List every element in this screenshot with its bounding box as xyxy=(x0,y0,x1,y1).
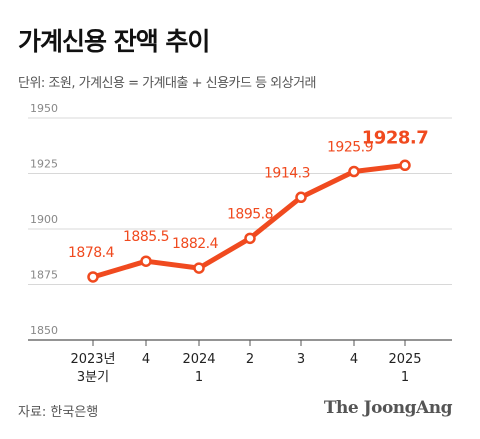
x-tick-label: 3분기 xyxy=(77,370,109,385)
data-label: 1914.3 xyxy=(264,165,310,181)
y-tick-label: 1950 xyxy=(30,102,58,115)
x-tick-label: 1 xyxy=(195,370,203,385)
data-point xyxy=(295,191,307,204)
x-tick-label: 2023년 xyxy=(70,352,115,367)
data-label: 1895.8 xyxy=(227,206,273,222)
y-tick-label: 1900 xyxy=(30,213,58,226)
source-note: 자료: 한국은행 xyxy=(18,405,99,420)
data-label: 1885.5 xyxy=(123,229,169,245)
x-tick-label: 4 xyxy=(350,352,358,367)
data-label: 1878.4 xyxy=(68,245,115,261)
data-label: 1925.9 xyxy=(327,140,373,156)
x-tick-label: 1 xyxy=(401,370,409,385)
data-label: 1882.4 xyxy=(172,236,219,252)
data-point xyxy=(193,262,205,274)
x-tick-label: 2025 xyxy=(388,352,421,367)
chart-title: 가계신용 잔액 추이 xyxy=(18,27,210,56)
data-point xyxy=(87,271,99,283)
x-tick-label: 3 xyxy=(297,352,305,367)
data-point xyxy=(140,255,152,267)
y-tick-label: 1925 xyxy=(30,158,58,171)
x-tick-label: 4 xyxy=(142,352,150,367)
x-tick-label: 2024 xyxy=(182,352,215,367)
x-tick-label: 2 xyxy=(246,352,254,367)
data-point xyxy=(399,159,411,172)
y-tick-label: 1875 xyxy=(30,269,58,282)
publisher-logo: The JoongAng xyxy=(323,398,453,418)
y-tick-label: 1850 xyxy=(30,324,58,337)
data-point xyxy=(244,232,256,245)
data-label: 1928.7 xyxy=(362,127,428,148)
data-point xyxy=(348,165,360,178)
chart-subtitle: 단위: 조원, 가계신용 = 가계대출 + 신용카드 등 외상거래 xyxy=(18,76,317,91)
